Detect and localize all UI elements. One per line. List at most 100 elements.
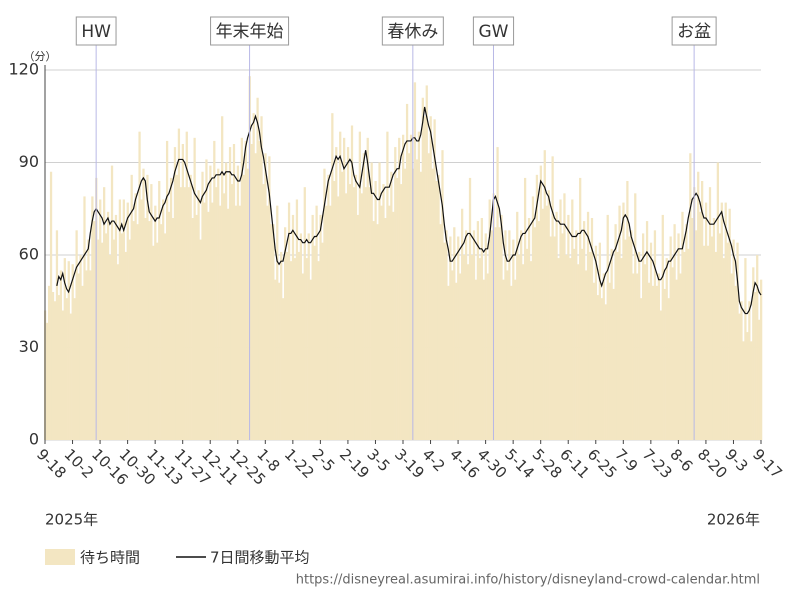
- bar: [470, 255, 474, 440]
- bar: [49, 171, 53, 440]
- bar: [350, 125, 354, 440]
- bar: [75, 230, 78, 440]
- bar: [453, 227, 456, 440]
- bar: [610, 248, 613, 440]
- bar: [128, 239, 131, 440]
- source-url: https://disneyreal.asumirai.info/history…: [296, 573, 760, 588]
- bar: [474, 279, 478, 440]
- bar: [651, 285, 655, 440]
- bar: [91, 196, 94, 440]
- bar: [354, 174, 358, 441]
- bar: [547, 190, 550, 440]
- bar: [132, 221, 135, 440]
- bar: [579, 177, 582, 440]
- bar: [101, 242, 104, 440]
- bar: [551, 156, 554, 441]
- bar: [543, 150, 546, 440]
- bar: [421, 97, 424, 440]
- bar: [689, 153, 692, 440]
- event-box: [671, 16, 717, 46]
- bar: [193, 137, 196, 441]
- bar: [256, 97, 259, 440]
- bar: [164, 233, 167, 440]
- bar: [63, 258, 66, 440]
- bar: [720, 202, 723, 440]
- bar: [478, 258, 481, 440]
- bar: [506, 270, 509, 440]
- event-box: [75, 16, 117, 46]
- bar: [746, 332, 749, 440]
- bar: [417, 131, 421, 440]
- bar: [468, 177, 472, 440]
- bar: [429, 116, 432, 440]
- bar: [333, 181, 336, 440]
- bar: [516, 211, 519, 440]
- y-tick-label: 0: [29, 430, 39, 449]
- bar: [702, 245, 706, 440]
- bar: [311, 214, 314, 440]
- bar: [679, 273, 682, 440]
- bar: [189, 174, 192, 441]
- bar: [490, 230, 493, 440]
- bar: [287, 202, 291, 440]
- bar: [683, 251, 686, 440]
- bar: [285, 251, 289, 440]
- bar: [97, 239, 100, 440]
- y-tick-label: 30: [19, 337, 39, 356]
- x-tick-label: 10-2: [61, 445, 98, 482]
- bar: [565, 255, 568, 440]
- bar: [403, 168, 407, 440]
- bar: [183, 187, 186, 440]
- bar: [571, 199, 574, 440]
- bar: [173, 147, 177, 441]
- bar: [207, 211, 210, 440]
- bar: [396, 177, 399, 440]
- bar: [413, 82, 417, 440]
- bar: [140, 199, 143, 440]
- bar: [199, 239, 202, 440]
- bar: [486, 273, 489, 440]
- bar: [482, 279, 485, 440]
- bar: [81, 285, 84, 440]
- bar: [449, 236, 452, 440]
- bar: [106, 211, 110, 440]
- bar: [346, 147, 350, 441]
- bar: [382, 184, 385, 440]
- bar: [242, 174, 245, 441]
- bar: [165, 140, 169, 440]
- bar: [152, 245, 155, 440]
- bar: [380, 205, 383, 440]
- bar: [498, 227, 501, 440]
- bar: [370, 162, 373, 440]
- bar: [457, 236, 460, 440]
- bar: [276, 205, 279, 440]
- bar: [400, 184, 403, 440]
- x-tick-label: 1-22: [281, 445, 318, 482]
- bar: [230, 184, 234, 440]
- bar: [158, 181, 161, 440]
- bar: [116, 264, 120, 440]
- bar: [205, 159, 208, 440]
- bar: [685, 224, 688, 440]
- bar: [45, 322, 49, 440]
- bar: [472, 230, 476, 440]
- bar: [366, 137, 369, 441]
- event-box: [472, 16, 515, 46]
- x-tick-label: 9-18: [33, 445, 70, 482]
- bar: [697, 171, 700, 440]
- bar: [647, 282, 651, 440]
- bar: [455, 282, 458, 440]
- event-label: 春休み: [387, 22, 438, 42]
- bar: [120, 233, 123, 440]
- bar: [691, 218, 694, 440]
- legend-swatch: [45, 549, 75, 565]
- bar: [388, 205, 391, 440]
- bar: [641, 233, 645, 440]
- bar: [661, 214, 664, 440]
- x-tick-label: 2-19: [336, 445, 373, 482]
- bar: [533, 227, 537, 440]
- bar: [339, 131, 342, 440]
- bar: [649, 242, 653, 440]
- bar: [197, 190, 200, 440]
